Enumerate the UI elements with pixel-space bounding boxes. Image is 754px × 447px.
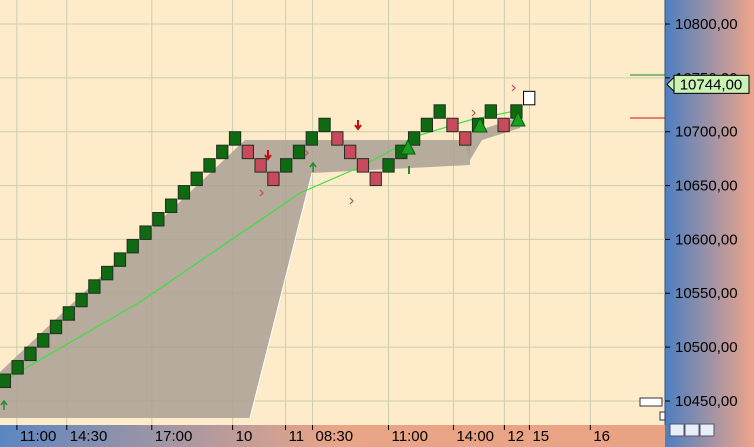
zoom-button[interactable] — [684, 423, 700, 437]
x-tick-label: 16 — [593, 428, 610, 445]
brick — [190, 171, 203, 187]
brick — [62, 306, 75, 321]
zoom-button[interactable] — [699, 423, 715, 437]
brick — [139, 225, 152, 240]
x-tick-label: 11:00 — [20, 428, 56, 445]
x-tick-label: 08:30 — [316, 428, 354, 445]
buy-signal — [510, 110, 526, 127]
bricks — [0, 90, 536, 389]
x-tick-label: 14:00 — [456, 428, 494, 445]
brick — [420, 117, 434, 133]
brick — [382, 158, 395, 173]
x-tick-label: 15 — [532, 428, 549, 445]
resize-icon[interactable] — [659, 411, 666, 421]
brick — [497, 117, 510, 133]
x-tick-label: 17:00 — [155, 428, 193, 445]
x-tick-label: 14:30 — [70, 428, 108, 445]
brick — [254, 158, 267, 173]
y-tick-label: 10700,00 — [675, 124, 738, 141]
price-marker-pointer — [666, 76, 675, 93]
time-axis — [0, 425, 665, 447]
x-tick-label: 10 — [236, 428, 253, 445]
brick — [318, 117, 331, 133]
brick — [433, 104, 446, 119]
y-tick-label: 10650,00 — [675, 178, 738, 195]
sell-arrow — [264, 150, 272, 161]
y-tick-label: 10500,00 — [675, 339, 738, 356]
price-marker-label: 10744,00 — [680, 76, 743, 93]
signals — [0, 74, 665, 410]
brick — [88, 279, 101, 294]
brick — [228, 131, 242, 146]
buy-signal — [472, 116, 488, 133]
brick — [113, 252, 127, 267]
x-tick-label: 12 — [507, 428, 524, 445]
brick — [24, 346, 37, 362]
brick — [49, 319, 63, 335]
brick — [523, 90, 536, 106]
brick — [280, 158, 293, 173]
y-tick-label: 10450,00 — [675, 393, 738, 410]
brick — [101, 265, 114, 281]
buy-arrow — [309, 161, 317, 172]
brick — [331, 131, 344, 146]
y-tick-label: 10550,00 — [675, 285, 738, 302]
brick — [292, 144, 306, 160]
toolbar — [639, 397, 715, 437]
brick — [484, 104, 497, 119]
marker — [259, 84, 516, 205]
buy-arrow — [0, 399, 8, 410]
brick — [126, 238, 139, 254]
scroll-icon[interactable] — [639, 397, 663, 407]
brick — [407, 131, 421, 146]
brick — [356, 158, 370, 173]
y-axis: 10450,00 10500,00 10550,00 10600,00 10650,00… — [665, 16, 750, 410]
x-tick-label: 11:00 — [392, 428, 428, 445]
brick — [152, 212, 165, 227]
y-tick-label: 10600,00 — [675, 231, 738, 248]
price-axis — [665, 0, 754, 447]
brick — [241, 144, 254, 160]
sell-arrow — [354, 120, 362, 131]
x-tick-label: 11 — [289, 428, 305, 445]
brick — [0, 373, 12, 389]
zoom-button[interactable] — [669, 423, 685, 437]
brick — [75, 292, 88, 308]
brick — [203, 158, 216, 173]
brick — [267, 171, 280, 187]
channel-edge — [249, 172, 313, 419]
brick — [216, 144, 229, 160]
brick — [177, 185, 191, 200]
brick — [459, 131, 472, 146]
brick — [11, 360, 24, 375]
brick — [37, 333, 50, 348]
brick — [446, 117, 459, 133]
y-tick-label: 10800,00 — [675, 16, 738, 33]
buy-signal — [400, 138, 416, 155]
x-axis: 11:00 14:30 17:00 10 11 08:30 11:00 14:00 12 15 16 — [16, 425, 610, 445]
brick — [369, 171, 382, 187]
brick — [344, 144, 357, 160]
brick — [305, 131, 318, 146]
channel-area — [0, 140, 470, 418]
brick — [164, 198, 178, 214]
